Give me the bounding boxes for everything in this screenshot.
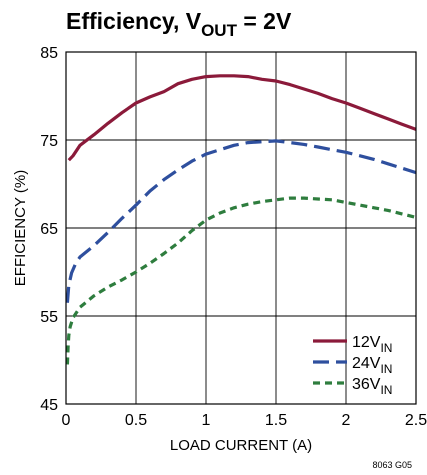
y-tick-labels: 45 55 65 75 85	[40, 45, 58, 414]
plot-frame	[65, 51, 417, 405]
series-line-36v	[65, 196, 417, 365]
legend-label-main: 36V	[352, 376, 381, 393]
y-tick-label: 85	[40, 45, 58, 62]
chart-title: Efficiency, VOUT = 2V	[66, 8, 292, 40]
y-tick-label: 55	[40, 309, 58, 326]
legend-label-subscript: IN	[380, 341, 392, 355]
legend-label-subscript: IN	[380, 362, 392, 376]
legend-label-24v: 24VIN	[352, 355, 392, 376]
x-tick-label: 0.5	[125, 412, 147, 429]
legend-label-subscript: IN	[380, 383, 392, 397]
legend-label-main: 12V	[352, 334, 381, 351]
x-tick-label: 1.5	[265, 412, 287, 429]
legend-label-36v: 36VIN	[352, 376, 392, 397]
y-tick-label: 75	[40, 133, 58, 150]
x-tick-labels: 0 0.5 1 1.5 2 2.5	[62, 412, 427, 429]
x-tick-label: 2	[342, 412, 351, 429]
y-tick-label: 65	[40, 221, 58, 238]
series-layer	[65, 74, 417, 365]
grid	[66, 52, 416, 404]
x-tick-label: 1	[202, 412, 211, 429]
series-line-24v	[65, 139, 417, 303]
x-tick-label: 0	[62, 412, 71, 429]
legend-label-main: 24V	[352, 355, 381, 372]
y-tick-label: 45	[40, 397, 58, 414]
series-line-12v	[67, 74, 417, 162]
chart-title-subscript: OUT	[201, 21, 238, 40]
figure-id: 8063 G05	[372, 460, 412, 470]
x-axis-label: LOAD CURRENT (A)	[170, 437, 312, 454]
legend-label-12v: 12VIN	[352, 334, 392, 355]
chart-title-tail: = 2V	[237, 8, 292, 34]
x-tick-label: 2.5	[405, 412, 427, 429]
chart-title-main: Efficiency, V	[66, 8, 202, 34]
y-axis-label: EFFICIENCY (%)	[12, 170, 29, 286]
